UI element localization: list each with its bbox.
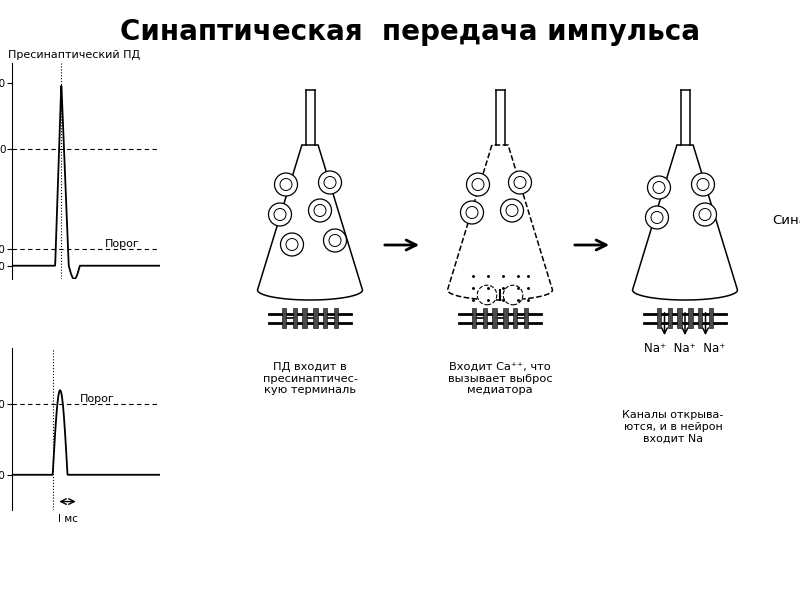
Polygon shape — [314, 308, 318, 328]
Text: Порог: Порог — [80, 394, 114, 404]
Circle shape — [699, 208, 711, 220]
Polygon shape — [668, 308, 672, 328]
Circle shape — [514, 176, 526, 188]
Circle shape — [318, 171, 342, 194]
Polygon shape — [633, 145, 738, 300]
Circle shape — [280, 179, 292, 191]
Circle shape — [691, 173, 714, 196]
Circle shape — [647, 176, 670, 199]
Circle shape — [506, 205, 518, 217]
Polygon shape — [258, 145, 362, 300]
Text: Входит Ca⁺⁺, что
вызывает выброс
медиатора: Входит Ca⁺⁺, что вызывает выброс медиато… — [448, 362, 552, 395]
Circle shape — [286, 238, 298, 251]
Polygon shape — [293, 308, 298, 328]
Circle shape — [281, 233, 303, 256]
Polygon shape — [524, 308, 528, 328]
Circle shape — [501, 199, 523, 222]
Circle shape — [274, 173, 298, 196]
Circle shape — [323, 229, 346, 252]
Circle shape — [466, 206, 478, 218]
Text: ПД входит в
пресинаптичес-
кую терминаль: ПД входит в пресинаптичес- кую терминаль — [262, 362, 358, 395]
Circle shape — [646, 206, 669, 229]
Text: Пресинаптический ПД: Пресинаптический ПД — [8, 50, 140, 60]
Polygon shape — [472, 308, 476, 328]
Circle shape — [324, 176, 336, 188]
Polygon shape — [513, 308, 518, 328]
Text: Синапс: Синапс — [772, 214, 800, 226]
Circle shape — [329, 235, 341, 247]
Polygon shape — [492, 308, 497, 328]
Circle shape — [694, 203, 717, 226]
Circle shape — [461, 201, 483, 224]
Circle shape — [274, 208, 286, 220]
Polygon shape — [282, 308, 286, 328]
Circle shape — [466, 173, 490, 196]
Text: Порог: Порог — [105, 239, 139, 249]
Text: Синаптическая  передача импульса: Синаптическая передача импульса — [120, 18, 700, 46]
Text: I мс: I мс — [58, 514, 78, 524]
Circle shape — [651, 211, 663, 223]
Polygon shape — [503, 308, 508, 328]
Text: Каналы открыва-
ются, и в нейрон
входит Na: Каналы открыва- ются, и в нейрон входит … — [622, 410, 724, 443]
Text: Na⁺  Na⁺  Na⁺: Na⁺ Na⁺ Na⁺ — [644, 342, 726, 355]
Circle shape — [653, 181, 665, 193]
Circle shape — [509, 171, 531, 194]
Circle shape — [314, 205, 326, 217]
Polygon shape — [447, 145, 553, 300]
Circle shape — [478, 285, 497, 305]
Polygon shape — [302, 308, 306, 328]
Polygon shape — [709, 308, 714, 328]
Polygon shape — [322, 308, 327, 328]
Circle shape — [472, 179, 484, 191]
Circle shape — [269, 203, 291, 226]
Circle shape — [697, 179, 709, 191]
Polygon shape — [698, 308, 702, 328]
Circle shape — [309, 199, 331, 222]
Circle shape — [503, 285, 522, 305]
Polygon shape — [678, 308, 682, 328]
Polygon shape — [482, 308, 487, 328]
Polygon shape — [657, 308, 662, 328]
Polygon shape — [334, 308, 338, 328]
Polygon shape — [688, 308, 693, 328]
